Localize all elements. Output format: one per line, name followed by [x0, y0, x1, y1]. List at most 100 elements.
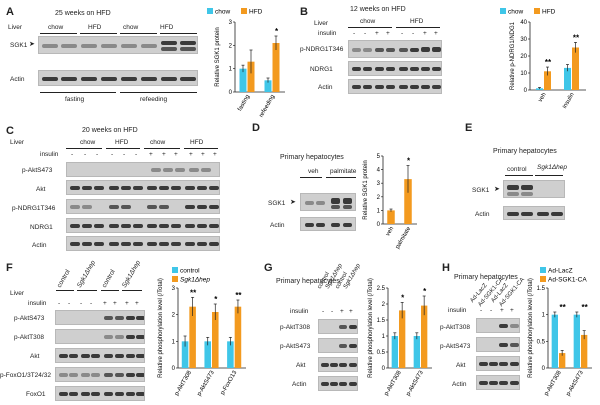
significance-star: *: [407, 157, 411, 166]
blot-p-akt-t308: [476, 318, 520, 333]
significance-star: *: [275, 27, 279, 36]
group-underline: [326, 177, 356, 178]
blot-actin: [476, 375, 520, 390]
x-tick-label: refeeding: [259, 94, 277, 119]
y-tick-label: 0: [524, 88, 528, 94]
sign: +: [349, 308, 353, 315]
sign: -: [401, 30, 404, 37]
sign: +: [113, 300, 117, 307]
x-tick-label: palmitate: [395, 225, 413, 250]
sign: +: [125, 300, 129, 307]
sign: +: [375, 30, 379, 37]
legend-swatch-lacz: [540, 267, 546, 273]
panel-label: A: [6, 6, 14, 18]
chart-f: control Sgk1Δhep 0 1 2 3 Relative phosphoryl…: [158, 267, 246, 397]
condition-title: Primary hepatocytes: [280, 154, 344, 161]
row-label: p-AktT308: [280, 324, 310, 331]
sign: +: [213, 151, 217, 158]
y-tick-label: 1: [542, 313, 546, 319]
bar: [399, 310, 406, 368]
panel-label: H: [442, 262, 450, 274]
blot-p-akt-s473: [476, 337, 520, 352]
treatment-label: insulin: [318, 30, 337, 37]
treatment-label: insulin: [40, 151, 59, 158]
tissue-label: Liver: [314, 20, 329, 27]
y-tick-label: 0: [377, 222, 381, 228]
row-label: p-NDRG1T346: [300, 46, 344, 53]
sign: +: [189, 151, 193, 158]
treatment-label: insulin: [28, 300, 47, 307]
y-tick-label: 0.5: [377, 350, 386, 356]
x-tick-label: veh: [538, 92, 548, 103]
bar: [264, 80, 272, 92]
legend-label: chow: [215, 9, 230, 16]
condition-title: 20 weeks on HFD: [82, 127, 138, 134]
group-label: chow: [48, 24, 64, 31]
blot-actin: [503, 206, 565, 220]
sign: -: [322, 308, 325, 315]
group-label: control: [55, 268, 72, 289]
treatment-label: insulin: [290, 308, 309, 315]
legend-label: HFD: [542, 9, 556, 16]
blot-foxo1: [55, 386, 145, 401]
significance-star: *: [214, 295, 218, 304]
condition-label: fasting: [65, 96, 85, 103]
sign: -: [84, 151, 87, 158]
blot-p-akt-s473: [55, 310, 145, 325]
row-label: Akt: [36, 186, 46, 193]
group-label: HFD: [160, 24, 174, 31]
y-tick-label: 0.5: [537, 339, 546, 345]
bar: [272, 43, 280, 92]
legend-swatch-chow: [207, 8, 213, 14]
sign: -: [412, 30, 415, 37]
x-tick-label: p-FoxO13: [220, 369, 239, 396]
panel-a: A Liver 25 weeks on HFD chow HFD chow HF…: [0, 0, 205, 125]
panel-d: D Primary hepatocytes veh palmitate SGK1…: [250, 118, 400, 258]
condition-line: [40, 92, 116, 93]
y-axis-label: Relative phosphorylation level (/Total): [368, 278, 374, 378]
y-axis-label: Relative SGK1 protein: [363, 160, 369, 219]
bar: [544, 71, 551, 90]
bar: [189, 306, 196, 368]
panel-label: B: [300, 6, 308, 18]
group-label: Sgk1Δhep: [75, 259, 98, 289]
panel-label: D: [252, 122, 260, 134]
row-label-actin: Actin: [10, 76, 25, 83]
row-label: Actin: [452, 381, 467, 388]
chart-b-plot: 0 10 20 30 40 Relative p-NDRG1/NDG1 veh insulin…: [510, 20, 586, 110]
x-tick-label: fasting: [237, 94, 251, 112]
blot-actin: [66, 236, 220, 251]
blot-p-akt: [66, 162, 220, 177]
blot-sgk1: [38, 36, 198, 54]
blot-akt: [66, 180, 220, 195]
y-axis-label: Relative phosphorylation level (/Total): [528, 278, 534, 378]
sign: +: [340, 308, 344, 315]
y-tick-label: 2: [229, 43, 233, 49]
y-tick-label: 2: [382, 302, 386, 308]
row-label-sgk1: SGK1: [10, 42, 28, 49]
blot-p-akt-t308: [55, 329, 145, 344]
tissue-label: Liver: [8, 24, 23, 31]
tissue-label: Liver: [10, 139, 25, 146]
bar: [387, 210, 395, 224]
x-tick-label: insulin: [562, 92, 576, 110]
y-axis-label: Relative phosphorylation level (/Total): [158, 278, 164, 378]
bar: [564, 67, 571, 90]
y-tick-label: 0: [382, 366, 386, 372]
y-tick-label: 3: [377, 181, 381, 187]
chart-d-plot: 0 1 2 3 4 5 Relative SGK1 protein veh palmitate *: [363, 154, 417, 250]
y-tick-label: 1: [382, 334, 386, 340]
treatment-label: insulin: [448, 307, 467, 314]
y-tick-label: 40: [520, 20, 527, 26]
sign: -: [71, 151, 74, 158]
condition-title: Primary hepatocytes: [493, 148, 557, 155]
y-tick-label: 10: [520, 71, 527, 77]
x-tick-label: p-AktT308: [174, 369, 193, 397]
sign: +: [500, 307, 504, 314]
arrow-icon: ➤: [494, 186, 500, 193]
y-tick-label: 4: [377, 168, 381, 174]
y-tick-label: 2: [377, 195, 381, 201]
x-tick-label: p-AktS473: [197, 369, 217, 397]
